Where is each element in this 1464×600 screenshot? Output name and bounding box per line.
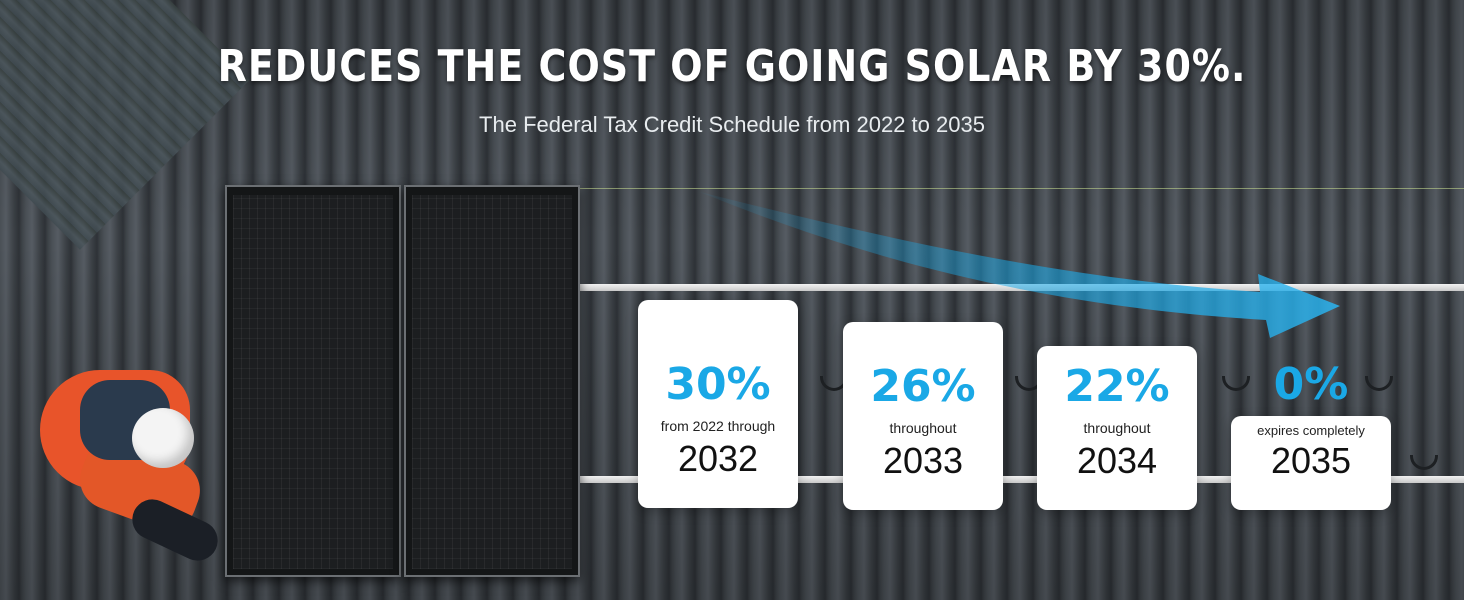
card-background: [1231, 416, 1391, 510]
solar-panel-right: [404, 185, 580, 577]
year-value: 2035: [1270, 440, 1352, 481]
period-description: expires completely: [1257, 423, 1365, 438]
hard-hat-icon: [132, 408, 194, 468]
percent-value: 0%: [1273, 359, 1349, 410]
tax-credit-card-2033: 26% throughout 2033: [843, 322, 1003, 510]
tax-credit-card-2035: 0% expires completely 2035: [1231, 300, 1391, 510]
solar-cells: [412, 195, 572, 569]
solar-panel-left: [225, 185, 401, 577]
percent-value: 30%: [665, 359, 771, 410]
year-value: 2034: [1076, 440, 1158, 481]
year-value: 2033: [882, 440, 964, 481]
downward-trend-arrow-icon: [700, 192, 1340, 338]
roof-hook: [1410, 455, 1438, 470]
period-description: throughout: [889, 420, 957, 436]
subheadline: The Federal Tax Credit Schedule from 202…: [479, 112, 985, 137]
worker-figure: [20, 360, 240, 580]
wire-line: [578, 188, 1464, 189]
headline: REDUCES THE COST OF GOING SOLAR BY 30%.: [217, 40, 1247, 92]
mounting-rail-bottom: [578, 476, 1464, 483]
tax-credit-card-2032: 30% from 2022 through 2032: [638, 300, 798, 508]
period-description: throughout: [1083, 420, 1151, 436]
percent-value: 26%: [870, 361, 976, 412]
percent-value: 22%: [1064, 361, 1170, 412]
year-value: 2032: [677, 438, 759, 479]
period-description: from 2022 through: [660, 418, 776, 434]
tax-credit-card-2034: 22% throughout 2034: [1037, 346, 1197, 510]
solar-cells: [233, 195, 393, 569]
